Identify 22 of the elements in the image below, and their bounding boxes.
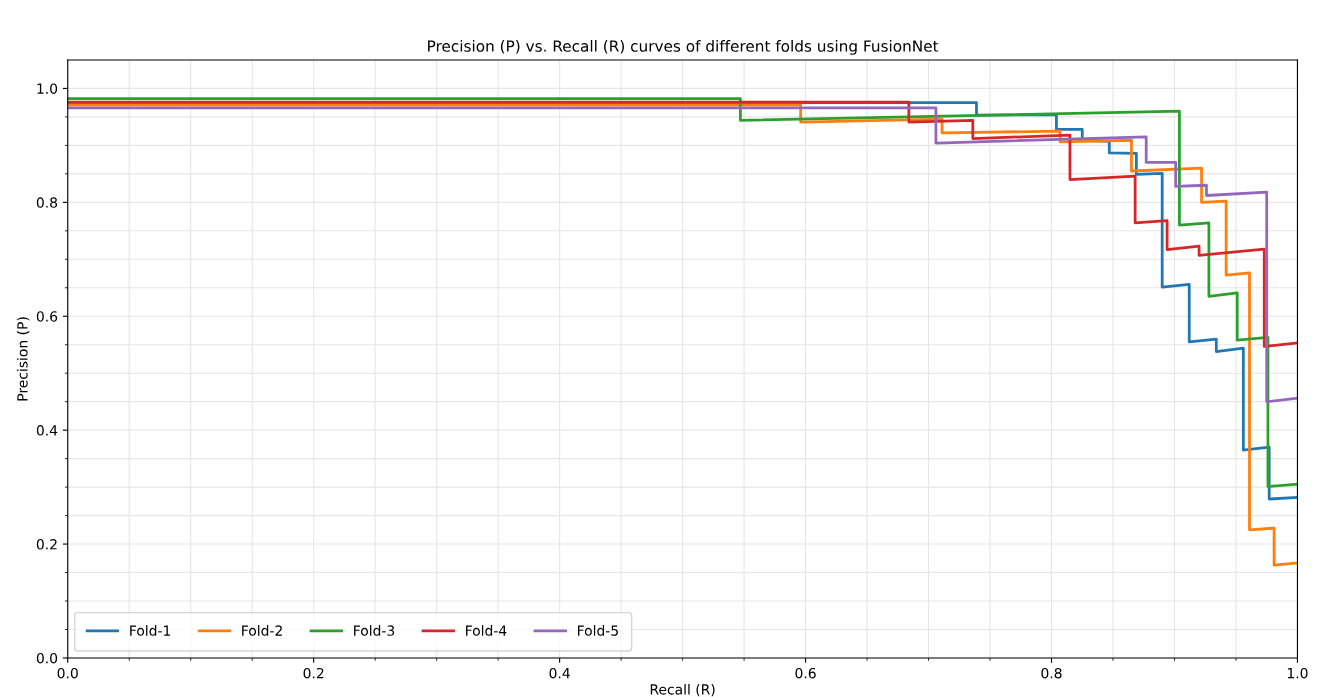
x-tick-label: 0.8	[1041, 667, 1062, 679]
x-tick-label: 1.0	[1287, 667, 1308, 679]
x-tick-label: 0.4	[549, 667, 570, 679]
legend-label: Fold-3	[354, 625, 395, 636]
y-axis-title: Precision (P)	[16, 317, 30, 401]
x-tick-label: 0.0	[57, 667, 78, 679]
y-tick-label: 0.6	[36, 311, 58, 322]
legend-label: Fold-2	[242, 625, 282, 636]
legend-label: Fold-4	[466, 625, 507, 636]
x-tick-label: 0.2	[303, 667, 324, 679]
x-axis-title: Recall (R)	[650, 683, 715, 697]
y-tick-label: 0.8	[36, 197, 58, 208]
y-tick-label: 1.0	[37, 83, 58, 94]
y-tick-label: 0.4	[36, 425, 58, 436]
legend-label: Fold-5	[578, 625, 618, 636]
line-series	[67, 100, 1298, 348]
line-series	[67, 106, 1298, 404]
y-tick-label: 0.2	[36, 539, 57, 550]
legend-label: Fold-1	[130, 625, 171, 636]
x-tick-label: 0.6	[795, 667, 816, 679]
y-tick-label: 0.0	[36, 652, 58, 664]
chart-title: Precision (P) vs. Recall (R) curves of different folds using FusionNet	[428, 40, 939, 55]
